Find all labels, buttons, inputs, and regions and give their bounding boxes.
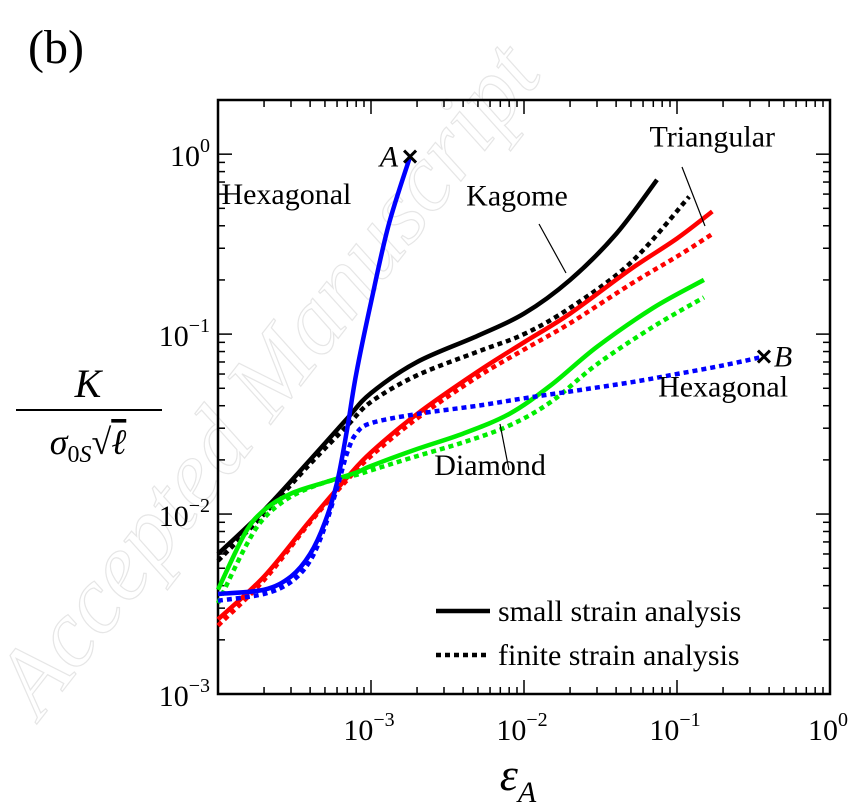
diamond-leader <box>499 423 510 471</box>
series-kagome-small <box>216 178 659 556</box>
x-tick-label: 10−1 <box>649 709 700 747</box>
marker-a-label: A <box>378 141 399 174</box>
marker-b-label: B <box>774 341 792 374</box>
series-diamond-finite <box>215 295 706 605</box>
y-label-denominator: σ0S√ℓ <box>50 422 127 468</box>
x-tick-label: 10−2 <box>496 709 547 747</box>
annotation-triangular: Triangular <box>649 121 775 154</box>
x-label: εA <box>500 749 537 809</box>
triangular-leader <box>681 166 706 227</box>
series-triangular-finite <box>216 232 714 628</box>
marker-b-cross <box>756 349 771 364</box>
annotation-diamond: Diamond <box>434 449 546 482</box>
x-tick-label: 10−3 <box>343 709 394 747</box>
end-markers: AB <box>378 141 793 374</box>
y-tick-label: 100 <box>170 135 210 173</box>
y-axis-label: K σ0S√ℓ <box>16 361 162 468</box>
annotation-hexagonal: Hexagonal <box>658 371 788 404</box>
plot-area: 10−3 10−2 10−1 100 10−3 10−2 10−1 100 Triangula… <box>159 98 848 747</box>
annotations: Triangular Kagome Hexagonal Hexagonal Diamon… <box>221 121 788 482</box>
marker-a-cross <box>402 149 418 164</box>
tick-labels: 10−3 10−2 10−1 100 10−3 10−2 10−1 100 <box>159 135 848 747</box>
legend-label-solid: small strain analysis <box>498 595 741 628</box>
annotation-kagome: Kagome <box>466 179 568 212</box>
axis-ticks <box>217 99 830 695</box>
y-tick-label: 10−1 <box>159 315 210 353</box>
series-kagome-finite <box>216 195 691 563</box>
y-tick-label: 10−2 <box>159 495 210 533</box>
x-tick-label: 100 <box>808 709 848 747</box>
annotation-hexagonal: Hexagonal <box>221 178 351 211</box>
series-group <box>215 155 765 628</box>
legend: small strain analysis finite strain analy… <box>436 595 741 672</box>
series-diamond-small <box>215 277 705 591</box>
kagome-leader <box>538 223 567 274</box>
legend-label-dotted: finite strain analysis <box>498 639 740 672</box>
y-tick-label: 10−3 <box>159 675 210 713</box>
y-label-numerator: K <box>74 361 104 406</box>
x-axis-label: εA <box>500 749 537 809</box>
panel-label: (b) <box>28 21 84 74</box>
